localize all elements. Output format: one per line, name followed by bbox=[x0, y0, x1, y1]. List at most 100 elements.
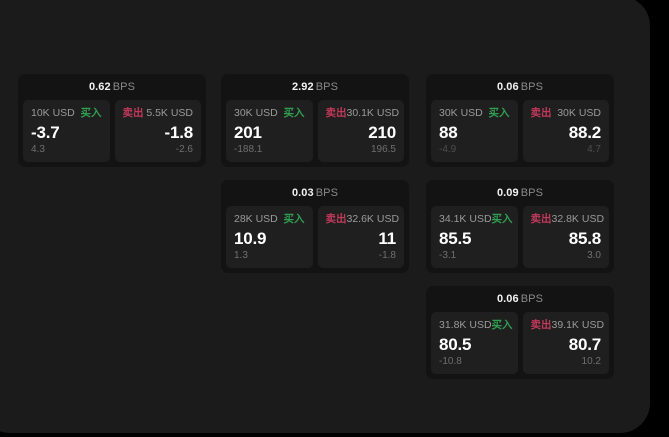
ask-price: 11 bbox=[378, 228, 396, 248]
bid-side-header: 10K USD 买入 bbox=[31, 107, 102, 120]
ask-side-header: 卖出 30.1K USD bbox=[325, 107, 400, 120]
ask-delta: 10.2 bbox=[581, 356, 601, 367]
bps-unit-label: BPS bbox=[520, 81, 544, 93]
ask-side[interactable]: 卖出 5.5K USD -1.8 -2.6 bbox=[114, 100, 201, 162]
bid-delta: -3.1 bbox=[439, 250, 457, 261]
spread-card[interactable]: 0.06 BPS 30K USD 买入 88 -4.9 卖出 bbox=[426, 74, 614, 167]
sell-tag: 卖出 bbox=[530, 107, 552, 119]
bid-price: -3.7 bbox=[31, 122, 60, 142]
buy-tag: 买入 bbox=[488, 107, 510, 119]
buy-tag: 买入 bbox=[283, 213, 305, 225]
ask-size-label: 39.1K USD bbox=[551, 319, 605, 331]
bid-price: 10.9 bbox=[234, 228, 267, 248]
card-header: 0.09 BPS bbox=[431, 186, 609, 206]
ask-delta: -1.8 bbox=[378, 250, 396, 261]
bid-delta: -188.1 bbox=[234, 144, 263, 155]
ask-side-header: 卖出 30K USD bbox=[531, 107, 602, 120]
bid-delta: -10.8 bbox=[439, 356, 462, 367]
ask-delta: -2.6 bbox=[175, 144, 193, 155]
bid-side-header: 34.1K USD 买入 bbox=[439, 213, 513, 226]
spread-card[interactable]: 0.62 BPS 10K USD 买入 -3.7 4.3 卖出 bbox=[18, 74, 206, 167]
card-sides: 31.8K USD 买入 80.5 -10.8 卖出 39.1K USD 80.… bbox=[431, 312, 609, 374]
sell-tag: 卖出 bbox=[122, 107, 144, 119]
bid-size-label: 30K USD bbox=[439, 107, 483, 119]
ask-delta: 196.5 bbox=[370, 144, 396, 155]
spread-card[interactable]: 0.06 BPS 31.8K USD 买入 80.5 -10.8 卖出 bbox=[426, 286, 614, 379]
bid-delta: -4.9 bbox=[439, 144, 457, 155]
card-header: 0.06 BPS bbox=[431, 292, 609, 312]
bid-side[interactable]: 30K USD 买入 88 -4.9 bbox=[431, 100, 518, 162]
ask-price: 85.8 bbox=[568, 228, 601, 248]
bid-side-header: 30K USD 买入 bbox=[234, 107, 305, 120]
card-sides: 10K USD 买入 -3.7 4.3 卖出 5.5K USD -1.8 -2.… bbox=[23, 100, 201, 162]
ask-size-label: 30.1K USD bbox=[346, 107, 400, 119]
ask-size-label: 32.6K USD bbox=[346, 213, 400, 225]
ask-side[interactable]: 卖出 32.6K USD 11 -1.8 bbox=[317, 206, 404, 268]
bps-value: 0.06 bbox=[496, 81, 519, 93]
app-panel: 0.62 BPS 10K USD 买入 -3.7 4.3 卖出 bbox=[0, 0, 650, 433]
ask-side-header: 卖出 32.6K USD bbox=[325, 213, 400, 226]
bid-price: 88 bbox=[439, 122, 458, 142]
bid-size-label: 28K USD bbox=[234, 213, 278, 225]
sell-tag: 卖出 bbox=[325, 107, 347, 119]
spread-column-3: 0.06 BPS 30K USD 买入 88 -4.9 卖出 bbox=[426, 74, 614, 392]
card-header: 0.06 BPS bbox=[431, 80, 609, 100]
bid-side[interactable]: 10K USD 买入 -3.7 4.3 bbox=[23, 100, 110, 162]
bps-value: 0.09 bbox=[496, 187, 519, 199]
ask-size-label: 5.5K USD bbox=[146, 107, 193, 119]
ask-side[interactable]: 卖出 30.1K USD 210 196.5 bbox=[317, 100, 404, 162]
bid-size-label: 31.8K USD bbox=[439, 319, 492, 331]
card-sides: 30K USD 买入 201 -188.1 卖出 30.1K USD 210 1… bbox=[226, 100, 404, 162]
spread-column-2: 2.92 BPS 30K USD 买入 201 -188.1 卖出 bbox=[221, 74, 409, 286]
ask-size-label: 30K USD bbox=[557, 107, 601, 119]
bps-unit-label: BPS bbox=[520, 293, 544, 305]
ask-side[interactable]: 卖出 39.1K USD 80.7 10.2 bbox=[522, 312, 609, 374]
bid-side-header: 31.8K USD 买入 bbox=[439, 319, 513, 332]
bid-price: 201 bbox=[234, 122, 262, 142]
bid-size-label: 10K USD bbox=[31, 107, 75, 119]
ask-price: -1.8 bbox=[164, 122, 194, 142]
ask-price: 210 bbox=[368, 122, 396, 142]
ask-size-label: 32.8K USD bbox=[551, 213, 605, 225]
sell-tag: 卖出 bbox=[530, 213, 552, 225]
ask-side[interactable]: 卖出 30K USD 88.2 4.7 bbox=[522, 100, 609, 162]
spread-card[interactable]: 0.09 BPS 34.1K USD 买入 85.5 -3.1 卖出 bbox=[426, 180, 614, 273]
sell-tag: 卖出 bbox=[325, 213, 347, 225]
buy-tag: 买入 bbox=[80, 107, 102, 119]
ask-delta: 4.7 bbox=[587, 144, 601, 155]
bid-side-header: 28K USD 买入 bbox=[234, 213, 305, 226]
ask-price: 80.7 bbox=[568, 334, 601, 354]
bps-unit-label: BPS bbox=[520, 187, 544, 199]
bid-size-label: 34.1K USD bbox=[439, 213, 492, 225]
bid-price: 85.5 bbox=[439, 228, 472, 248]
spread-card-board: 0.62 BPS 10K USD 买入 -3.7 4.3 卖出 bbox=[18, 74, 618, 386]
bid-side[interactable]: 28K USD 买入 10.9 1.3 bbox=[226, 206, 313, 268]
card-sides: 30K USD 买入 88 -4.9 卖出 30K USD 88.2 4.7 bbox=[431, 100, 609, 162]
bps-unit-label: BPS bbox=[315, 187, 339, 199]
ask-side-header: 卖出 39.1K USD bbox=[530, 319, 605, 332]
ask-side[interactable]: 卖出 32.8K USD 85.8 3.0 bbox=[522, 206, 609, 268]
bid-price: 80.5 bbox=[439, 334, 472, 354]
bid-size-label: 30K USD bbox=[234, 107, 278, 119]
bps-value: 0.06 bbox=[496, 293, 519, 305]
bid-delta: 1.3 bbox=[234, 250, 248, 261]
sell-tag: 卖出 bbox=[530, 319, 552, 331]
card-header: 0.62 BPS bbox=[23, 80, 201, 100]
card-sides: 34.1K USD 买入 85.5 -3.1 卖出 32.8K USD 85.8… bbox=[431, 206, 609, 268]
bid-side-header: 30K USD 买入 bbox=[439, 107, 510, 120]
ask-delta: 3.0 bbox=[587, 250, 601, 261]
bid-side[interactable]: 30K USD 买入 201 -188.1 bbox=[226, 100, 313, 162]
ask-side-header: 卖出 32.8K USD bbox=[530, 213, 605, 226]
card-header: 2.92 BPS bbox=[226, 80, 404, 100]
spread-card[interactable]: 0.03 BPS 28K USD 买入 10.9 1.3 卖出 bbox=[221, 180, 409, 273]
bps-unit-label: BPS bbox=[315, 81, 339, 93]
buy-tag: 买入 bbox=[491, 213, 513, 225]
bid-side[interactable]: 31.8K USD 买入 80.5 -10.8 bbox=[431, 312, 518, 374]
spread-card[interactable]: 2.92 BPS 30K USD 买入 201 -188.1 卖出 bbox=[221, 74, 409, 167]
ask-price: 88.2 bbox=[568, 122, 601, 142]
buy-tag: 买入 bbox=[491, 319, 513, 331]
card-sides: 28K USD 买入 10.9 1.3 卖出 32.6K USD 11 -1.8 bbox=[226, 206, 404, 268]
bps-unit-label: BPS bbox=[112, 81, 136, 93]
buy-tag: 买入 bbox=[283, 107, 305, 119]
bid-side[interactable]: 34.1K USD 买入 85.5 -3.1 bbox=[431, 206, 518, 268]
